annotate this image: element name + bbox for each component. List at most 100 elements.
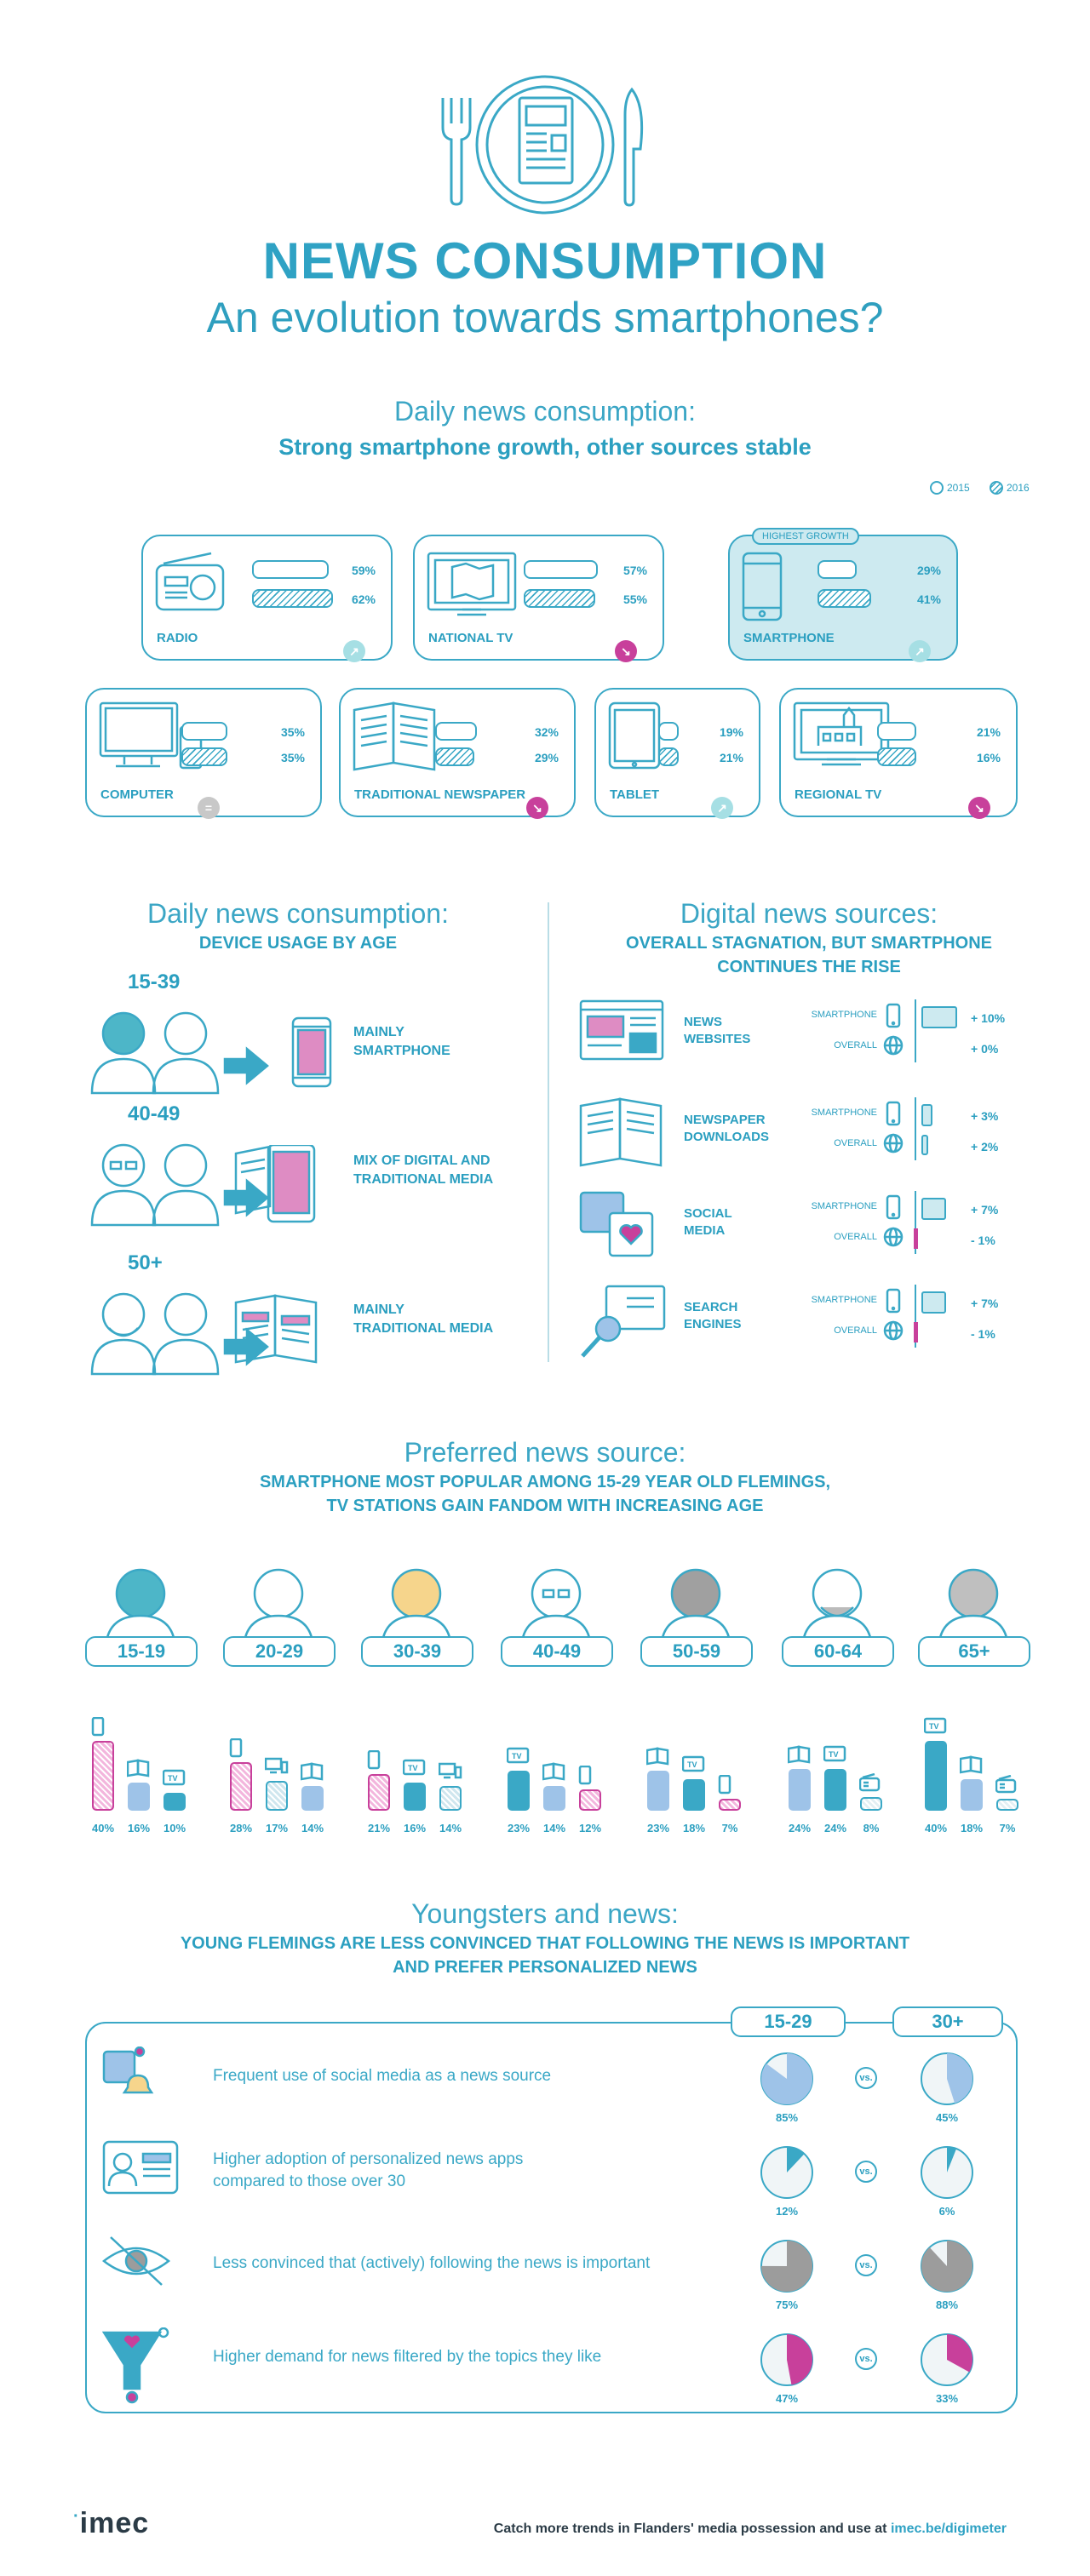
newspaper-icon — [126, 1759, 151, 1783]
bar-tv — [925, 1741, 947, 1811]
value-2016: 16% — [976, 751, 1001, 764]
imec-logo: ·imec — [73, 2507, 149, 2540]
value-2016: 41% — [916, 592, 941, 606]
source-label1: SEARCH — [684, 1300, 738, 1314]
national-tv-icon — [427, 552, 519, 624]
trend-up-icon: ↗ — [343, 640, 365, 662]
vs-badge: vs. — [855, 2161, 877, 2183]
svg-text:TV: TV — [408, 1764, 418, 1772]
overall-decline-bar — [914, 1228, 918, 1249]
bar-newspaper — [961, 1779, 983, 1811]
logo-text: imec — [79, 2507, 150, 2539]
person-40-49-icon — [509, 1558, 605, 1657]
age-group-text1: MIX OF DIGITAL AND — [353, 1153, 490, 1168]
legend-2015-swatch — [930, 481, 944, 495]
row-overall-label: OVERALL — [834, 1040, 877, 1050]
smartphone-icon — [91, 1716, 115, 1742]
value-2016: 29% — [534, 751, 559, 764]
bar-computer — [266, 1781, 288, 1811]
overall-value: + 2% — [971, 1140, 999, 1153]
bar-2015 — [818, 560, 857, 579]
device-card: COMPUTER 35% 35% = — [85, 688, 322, 819]
newspaper-icon — [542, 1762, 566, 1787]
device-15-39-icon — [290, 1016, 375, 1099]
device-50+-icon — [234, 1294, 319, 1377]
tv-icon: TV — [402, 1759, 427, 1783]
bar-value: 24% — [788, 1822, 812, 1835]
row-overall-label: OVERALL — [834, 1325, 877, 1336]
device-label: SMARTPHONE — [743, 631, 835, 645]
vs-badge: vs. — [855, 2348, 877, 2370]
age-group-label: 40-49 — [128, 1102, 181, 1125]
old-value: 45% — [935, 2111, 959, 2124]
overall-value: - 1% — [971, 1234, 995, 1247]
value-2015: 59% — [351, 564, 376, 577]
tablet-icon — [608, 701, 663, 776]
bar-value: 21% — [367, 1822, 391, 1835]
age-usage-subheading: DEVICE USAGE BY AGE — [198, 934, 398, 953]
bar-smartphone — [579, 1789, 601, 1811]
footer-link[interactable]: imec.be/digimeter — [890, 2522, 1007, 2536]
bar-value: 40% — [924, 1822, 948, 1835]
legend: 2015 2016 — [930, 478, 1058, 497]
axis-line — [915, 1285, 916, 1348]
bar-2016 — [524, 589, 595, 608]
pie-old — [920, 2333, 974, 2391]
bar-value: 16% — [403, 1822, 427, 1835]
bar-computer — [439, 1786, 462, 1811]
tv-icon: TV — [506, 1747, 531, 1772]
youngsters-sub2: AND PREFER PERSONALIZED NEWS — [393, 1958, 697, 1977]
bar-value: 23% — [507, 1822, 531, 1835]
trend-equal-icon: = — [198, 797, 220, 819]
pie-young — [760, 2052, 814, 2110]
row-overall-label: OVERALL — [834, 1138, 877, 1148]
bar-tv — [508, 1771, 530, 1811]
trend-up-icon: ↗ — [909, 640, 931, 662]
bar-value: 14% — [301, 1822, 324, 1835]
smartphone-growth-bar — [921, 1006, 957, 1028]
age-label: 20-29 — [223, 1636, 336, 1667]
newspaper-icon — [645, 1747, 670, 1772]
people-40-49-icon — [85, 1131, 221, 1231]
age-usage-heading: Daily news consumption: — [147, 898, 449, 929]
globe-icon — [883, 1320, 904, 1345]
page-subtitle: An evolution towards smartphones? — [206, 294, 884, 341]
bar-2016 — [818, 589, 871, 608]
arrow-right-icon — [223, 1045, 271, 1091]
device-label: NATIONAL TV — [428, 631, 513, 645]
statement-line2: compared to those over 30 — [213, 2172, 406, 2190]
bar-newspaper — [647, 1771, 669, 1811]
age-label: 15-19 — [85, 1636, 198, 1667]
eye-crossed-icon — [101, 2234, 182, 2315]
bar-radio — [996, 1799, 1018, 1811]
pie-old — [920, 2145, 974, 2204]
value-2015: 21% — [976, 725, 1001, 739]
bar-2015 — [435, 722, 477, 741]
bar-2016 — [435, 747, 474, 766]
young-value: 47% — [775, 2392, 799, 2405]
smartphone-icon — [229, 1737, 253, 1763]
row-smartphone-label: SMARTPHONE — [811, 1295, 877, 1305]
old-value: 6% — [938, 2205, 955, 2218]
statement-line1: Higher demand for news filtered by the t… — [213, 2348, 602, 2366]
axis-line — [915, 1191, 916, 1254]
smartphone-icon — [742, 552, 783, 627]
bar-newspaper — [128, 1783, 150, 1811]
smartphone-value: + 7% — [971, 1203, 999, 1216]
pie-young — [760, 2145, 814, 2204]
preferred-source-heading: Preferred news source: — [404, 1437, 686, 1468]
bar-value: 16% — [127, 1822, 151, 1835]
traditional-newspaper-icon — [353, 701, 438, 777]
bar-2015 — [252, 560, 329, 579]
bar-2016 — [252, 589, 333, 608]
source-label2: WEBSITES — [684, 1032, 751, 1046]
pie-young — [760, 2333, 814, 2391]
bar-radio — [860, 1797, 882, 1811]
bar-value: 18% — [960, 1822, 984, 1835]
bar-value: 18% — [682, 1822, 706, 1835]
statement-line1: Higher adoption of personalized news app… — [213, 2150, 524, 2168]
smartphone-icon — [578, 1765, 602, 1790]
tv-icon: TV — [923, 1717, 948, 1742]
value-2016: 55% — [622, 592, 647, 606]
footer-text: Catch more trends in Flanders' media pos… — [494, 2522, 1007, 2537]
